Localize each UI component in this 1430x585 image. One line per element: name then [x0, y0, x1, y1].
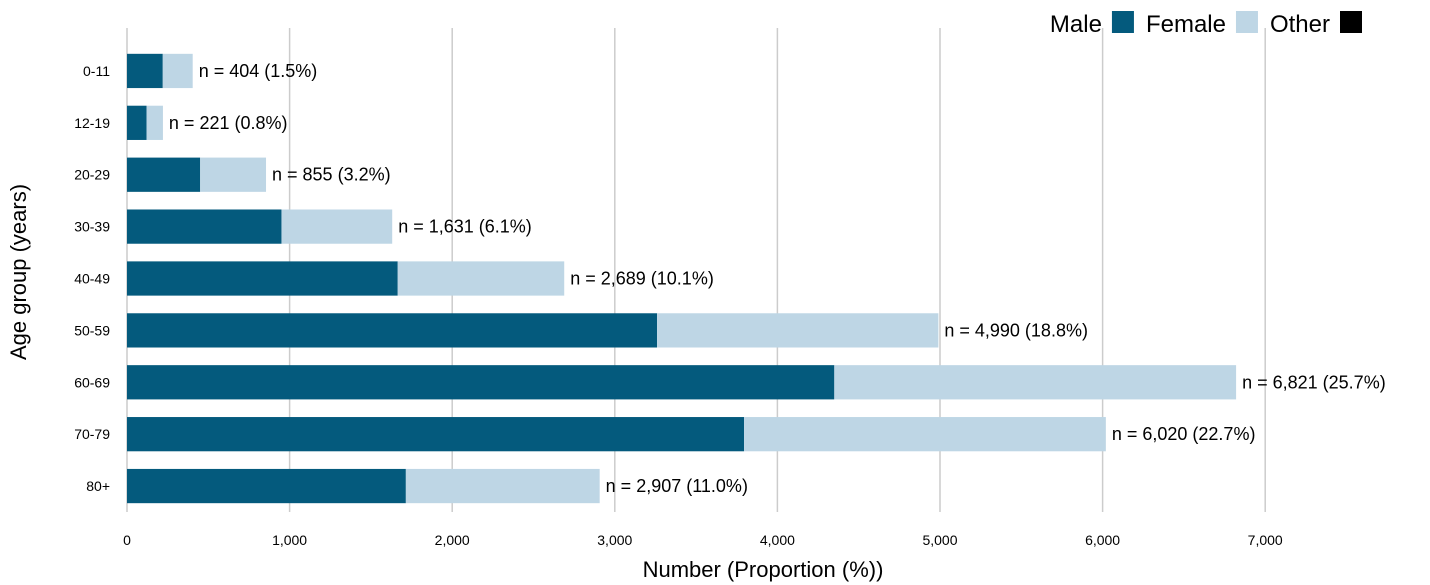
- bar-total-label: n = 221 (0.8%): [169, 113, 288, 133]
- bar-male-50-59: [127, 313, 658, 348]
- y-tick-label: 40-49: [74, 271, 110, 287]
- y-tick-label: 30-39: [74, 219, 110, 235]
- legend-label-other: Other: [1270, 11, 1330, 38]
- bar-female-50-59: [657, 313, 939, 348]
- x-tick-label: 4,000: [760, 532, 795, 548]
- bar-female-20-29: [200, 157, 267, 192]
- bar-total-label: n = 404 (1.5%): [199, 61, 318, 81]
- bar-female-60-69: [834, 365, 1237, 400]
- legend-swatch-female: [1235, 11, 1258, 33]
- y-axis-title: Age group (years): [6, 184, 31, 360]
- x-tick-label: 5,000: [922, 532, 957, 548]
- bar-female-80+: [405, 468, 600, 504]
- bar-female-0-11: [162, 53, 193, 89]
- y-tick-label: 20-29: [74, 167, 110, 183]
- bar-total-label: n = 2,907 (11.0%): [606, 476, 748, 496]
- bar-male-30-39: [127, 209, 282, 244]
- bar-female-40-49: [397, 261, 565, 296]
- bar-male-40-49: [127, 261, 398, 296]
- x-tick-label: 0: [123, 532, 131, 548]
- legend-swatch-other: [1340, 11, 1362, 33]
- x-tick-label: 3,000: [597, 532, 632, 548]
- bar-total-label: n = 4,990 (18.8%): [944, 320, 1088, 340]
- y-tick-label: 60-69: [74, 374, 110, 390]
- bar-total-label: n = 2,689 (10.1%): [570, 269, 714, 289]
- x-tick-label: 2,000: [435, 532, 470, 548]
- bar-male-60-69: [127, 365, 835, 400]
- bar-total-label: n = 855 (3.2%): [272, 165, 391, 185]
- bar-female-12-19: [146, 105, 163, 140]
- bar-female-70-79: [744, 417, 1106, 452]
- bar-total-label: n = 6,020 (22.7%): [1112, 424, 1256, 444]
- y-tick-label: 12-19: [74, 115, 110, 131]
- bar-male-70-79: [127, 417, 745, 452]
- bar-male-12-19: [127, 105, 147, 140]
- legend: Male Female Other: [1050, 11, 1362, 38]
- legend-swatch-male: [1111, 11, 1134, 33]
- y-tick-labels: 0-11 12-19 20-29 30-39 40-49 50-59 60-69 70-79 8…: [74, 63, 110, 494]
- y-tick-label: 50-59: [74, 322, 110, 338]
- y-tick-label: 70-79: [74, 426, 110, 442]
- bar-total-label: n = 1,631 (6.1%): [398, 217, 532, 237]
- legend-label-female: Female: [1146, 11, 1226, 38]
- bar-male-20-29: [127, 157, 201, 192]
- y-tick-label: 80+: [86, 478, 110, 494]
- bar-male-80+: [127, 468, 406, 504]
- x-tick-label: 6,000: [1085, 532, 1120, 548]
- x-tick-label: 1,000: [272, 532, 307, 548]
- bar-total-label: n = 6,821 (25.7%): [1242, 372, 1386, 392]
- bar-labels: n = 404 (1.5%) n = 221 (0.8%) n = 855 (3.2…: [169, 61, 1386, 496]
- bars: [127, 53, 1237, 504]
- bar-female-30-39: [281, 209, 393, 244]
- x-tick-labels: 0 1,000 2,000 3,000 4,000 5,000 6,000 7,000: [123, 532, 1283, 548]
- bar-male-0-11: [127, 53, 163, 89]
- x-tick-label: 7,000: [1248, 532, 1283, 548]
- legend-label-male: Male: [1050, 11, 1102, 38]
- x-axis-title: Number (Proportion (%)): [643, 557, 884, 582]
- y-tick-label: 0-11: [83, 63, 110, 79]
